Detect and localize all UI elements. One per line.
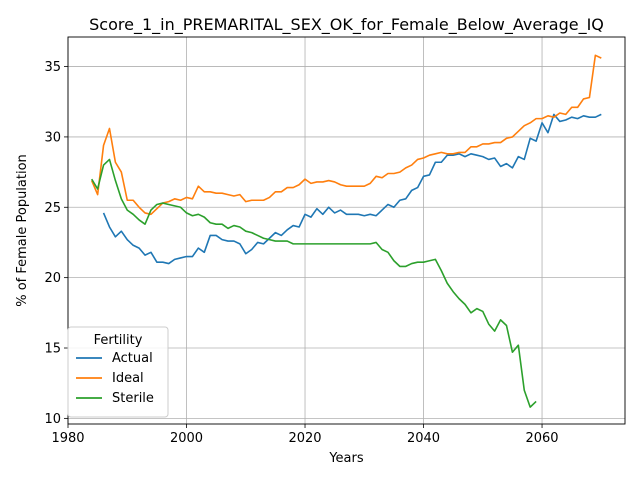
y-tick-label: 35 (44, 60, 61, 75)
axis-ticks: 1980 2000 2020 2040 2060 10 15 20 25 30 35 (44, 60, 558, 446)
x-tick-label: 2000 (170, 431, 203, 446)
plot-frame (67, 36, 626, 425)
series-line-sterile (91, 158, 537, 408)
y-tick-label: 20 (44, 271, 61, 286)
y-tick-label: 15 (44, 342, 61, 357)
legend: Fertility Actual Ideal Sterile (67, 326, 169, 418)
x-tick-label: 1980 (51, 431, 84, 446)
y-tick-label: 30 (44, 130, 61, 145)
legend-entry-sterile: Sterile (112, 391, 154, 406)
legend-entry-ideal: Ideal (112, 371, 144, 386)
chart-title: Score_1_in_PREMARITAL_SEX_OK_for_Female_… (89, 15, 604, 35)
y-tick-label: 25 (44, 201, 61, 216)
series-lines (90, 54, 602, 408)
x-tick-label: 2020 (288, 431, 321, 446)
legend-box (67, 326, 169, 418)
grid (67, 37, 625, 424)
x-axis-label: Years (328, 451, 364, 466)
legend-title: Fertility (94, 333, 143, 348)
series-line-actual (102, 113, 602, 265)
series-line-ideal (90, 54, 602, 216)
x-tick-label: 2040 (407, 431, 440, 446)
y-axis-label: % of Female Population (15, 154, 30, 307)
x-tick-label: 2060 (525, 431, 558, 446)
y-tick-label: 10 (44, 412, 61, 427)
legend-entry-actual: Actual (112, 351, 153, 366)
